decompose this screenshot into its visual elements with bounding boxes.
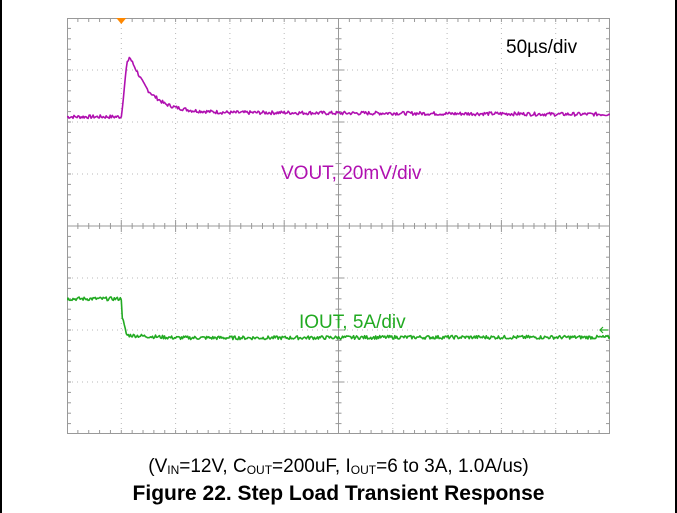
figure-title: Figure 22. Step Load Transient Response (132, 482, 545, 505)
oscilloscope-screen (67, 18, 610, 434)
cond-open: (V (148, 456, 168, 477)
graticule-border (67, 18, 610, 434)
test-conditions: (VIN=12V, COUT=200uF, IOUT=6 to 3A, 1.0A… (0, 456, 677, 478)
cond-vin-val: =12V, C (179, 456, 247, 477)
cond-iout-val: =6 to 3A, 1.0A/us) (376, 456, 529, 477)
channel-marker-arrow (599, 326, 604, 334)
scope-plot (67, 18, 610, 434)
timebase-label: 50µs/div (506, 37, 578, 58)
cond-cout-val: =200uF, I (272, 456, 351, 477)
vout-trace (67, 56, 610, 120)
iout-series-label: IOUT, 5A/div (299, 312, 406, 333)
trigger-marker (116, 18, 127, 24)
iout-trace (67, 296, 610, 341)
cond-cout-sub: OUT (246, 463, 273, 477)
cond-iout-sub: OUT (350, 463, 377, 477)
vout-series-label: VOUT, 20mV/div (281, 163, 422, 184)
cond-vin-sub: IN (167, 463, 180, 477)
